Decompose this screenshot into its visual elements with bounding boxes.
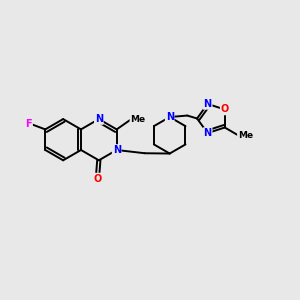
Text: Me: Me [130, 115, 146, 124]
Text: O: O [220, 104, 229, 115]
Text: N: N [95, 114, 103, 124]
Text: Me: Me [238, 131, 253, 140]
Text: F: F [26, 119, 32, 129]
Text: N: N [166, 112, 174, 122]
Text: O: O [93, 174, 101, 184]
Text: N: N [204, 128, 212, 138]
Text: N: N [112, 145, 121, 155]
Text: N: N [204, 99, 212, 109]
